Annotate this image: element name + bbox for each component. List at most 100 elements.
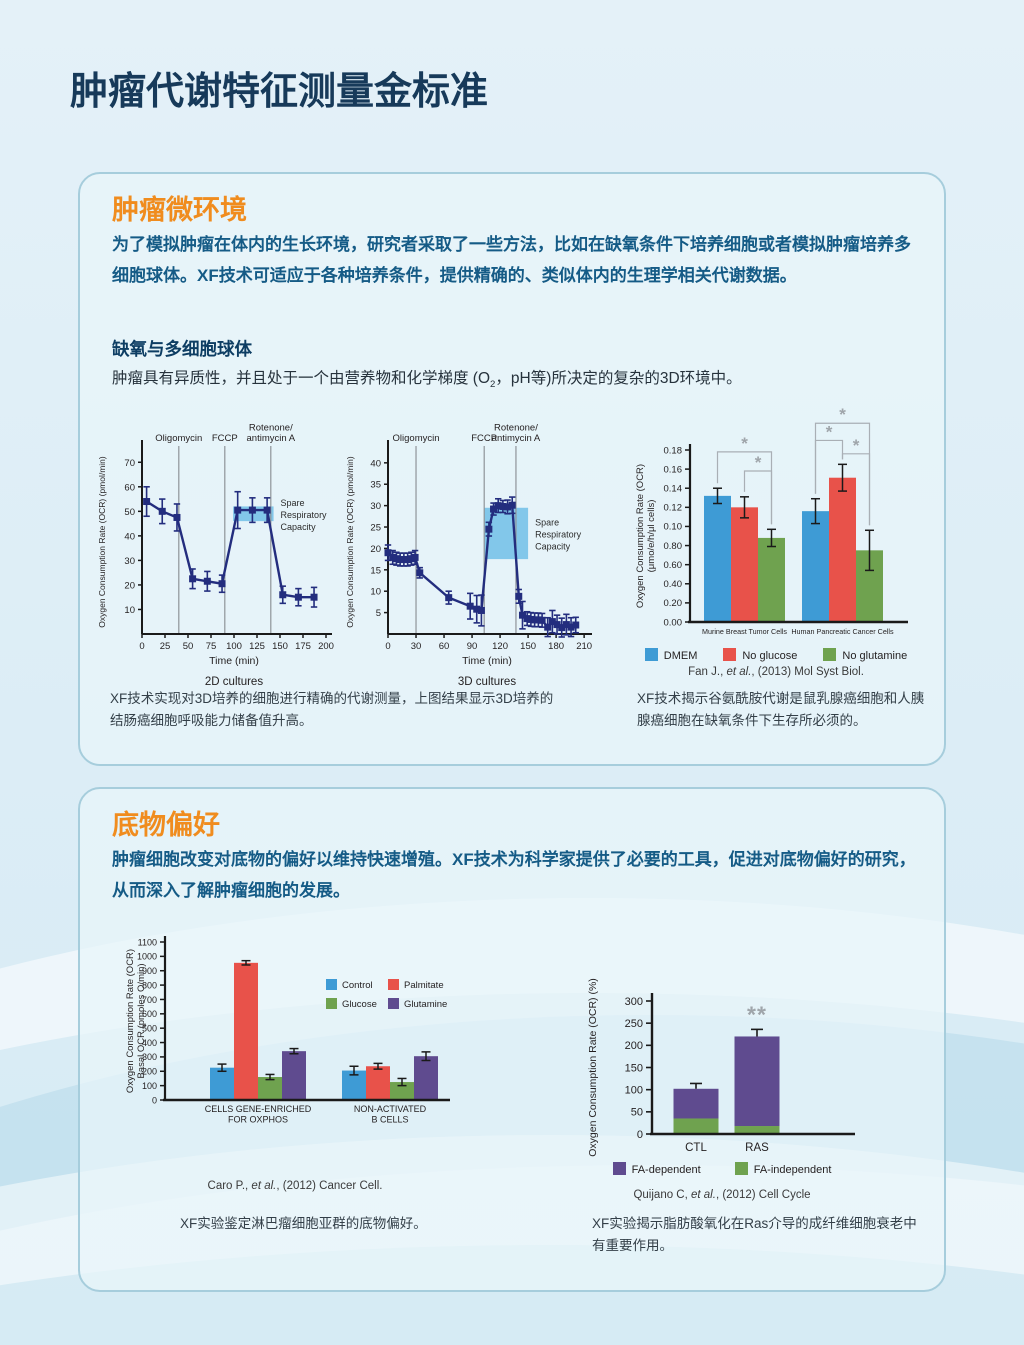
citation-etal: et al. <box>726 666 752 678</box>
svg-text:150: 150 <box>272 641 288 652</box>
svg-text:CTL: CTL <box>685 1142 707 1154</box>
svg-text:125: 125 <box>249 641 265 652</box>
svg-text:0.10: 0.10 <box>664 522 683 533</box>
svg-text:FOR OXPHOS: FOR OXPHOS <box>228 1115 288 1125</box>
legend-label: No glucose <box>742 650 798 662</box>
subtext-post: ，pH等)所决定的复杂的3D环境中。 <box>495 370 742 387</box>
svg-text:250: 250 <box>625 1018 643 1030</box>
citation-text: , (2012) Cell Cycle <box>715 1189 811 1201</box>
svg-text:15: 15 <box>370 565 381 576</box>
substrate-preference-card: 底物偏好 肿瘤细胞改变对底物的偏好以维持快速增殖。XF技术为科学家提供了必要的工… <box>78 787 946 1292</box>
legend-label: DMEM <box>663 650 698 662</box>
svg-text:200: 200 <box>318 641 334 652</box>
page-title: 肿瘤代谢特征测量金标准 <box>70 71 489 113</box>
substrate-chart-citation: Caro P., et al., (2012) Cancer Cell. <box>120 1180 470 1192</box>
legend-item: No glutamine <box>823 648 907 662</box>
svg-text:100: 100 <box>625 1084 643 1096</box>
svg-text:Oligomycin: Oligomycin <box>155 433 202 444</box>
svg-text:FCCP: FCCP <box>212 433 238 444</box>
citation-text: Caro P., <box>207 1180 252 1192</box>
bar-chart-substrate: CELLS GENE-ENRICHED FOR OXPHOS NON-ACTIVAT… <box>120 930 470 1210</box>
svg-text:0.20: 0.20 <box>664 598 683 609</box>
svg-text:*: * <box>826 422 833 441</box>
legend-item: DMEM <box>644 648 698 662</box>
svg-text:10: 10 <box>370 587 381 598</box>
svg-text:Respiratory: Respiratory <box>281 510 328 520</box>
svg-text:Spare: Spare <box>281 498 305 508</box>
svg-text:Glutamine: Glutamine <box>404 999 447 1010</box>
citation-text: Fan J., <box>688 666 727 678</box>
svg-text:0: 0 <box>152 1095 157 1105</box>
section2-intro: 肿瘤细胞改变对底物的偏好以维持快速增殖。XF技术为科学家提供了必要的工具，促进对… <box>112 850 916 900</box>
svg-text:Oxygen Consumption Rate (OCR): Oxygen Consumption Rate (OCR) (%) <box>587 978 599 1157</box>
svg-text:175: 175 <box>295 641 311 652</box>
legend-swatch <box>823 648 837 661</box>
svg-text:Oligomycin: Oligomycin <box>393 433 440 444</box>
line-chart-2d-svg: Oligomycin FCCP Rotenone/antimycin A 10 20 30… <box>97 423 334 689</box>
svg-text:Rotenone/: Rotenone/ <box>494 423 538 434</box>
svg-text:*: * <box>741 434 748 453</box>
svg-text:25: 25 <box>160 641 171 652</box>
svg-text:*: * <box>755 453 762 472</box>
caption-glutamine: XF技术揭示谷氨酰胺代谢是鼠乳腺癌细胞和人胰腺癌细胞在缺氧条件下生存所必须的。 <box>637 691 925 729</box>
svg-text:*: * <box>853 436 860 455</box>
svg-text:60: 60 <box>439 641 450 652</box>
subtext-subscript: 2 <box>490 379 496 391</box>
citation-etal: et al. <box>691 1189 716 1201</box>
svg-text:600: 600 <box>142 1009 157 1019</box>
legend-item: FA-dependent <box>612 1162 701 1176</box>
legend-label: No glutamine <box>842 650 908 662</box>
svg-text:30: 30 <box>370 501 381 512</box>
svg-text:Basal OCR (pmoles O/min): Basal OCR (pmoles O/min) <box>136 963 147 1078</box>
svg-text:Oxygen Consumption Rate (OCR): Oxygen Consumption Rate (OCR) <box>125 949 136 1093</box>
svg-text:B CELLS: B CELLS <box>371 1115 408 1125</box>
section2-heading: 底物偏好 <box>112 810 220 840</box>
tumor-microenvironment-card: 肿瘤微环境 为了模拟肿瘤在体内的生长环境，研究者采取了一些方法，比如在缺氧条件下… <box>78 172 946 766</box>
svg-text:0.18: 0.18 <box>664 445 683 456</box>
subtext-pre: 肿瘤具有异质性，并且处于一个由营养物和化学梯度 (O <box>112 370 491 387</box>
hypoxia-chart-citation: Fan J., et al., (2013) Mol Syst Biol. <box>630 666 922 678</box>
svg-text:50: 50 <box>631 1107 643 1119</box>
svg-text:30: 30 <box>124 556 135 567</box>
svg-text:25: 25 <box>370 523 381 534</box>
svg-text:300: 300 <box>625 996 643 1008</box>
svg-text:180: 180 <box>548 641 564 652</box>
svg-text:0.00: 0.00 <box>664 617 683 628</box>
section1-heading: 肿瘤微环境 <box>112 195 247 225</box>
svg-text:200: 200 <box>142 1067 157 1077</box>
section1-subtext: 肿瘤具有异质性，并且处于一个由营养物和化学梯度 (O2，pH等)所决定的复杂的3… <box>112 366 918 390</box>
svg-text:3D cultures: 3D cultures <box>458 676 516 688</box>
svg-text:50: 50 <box>124 507 135 518</box>
svg-text:CELLS GENE-ENRICHED: CELLS GENE-ENRICHED <box>205 1104 312 1114</box>
hypoxia-chart-legend: DMEM No glucose No glutamine <box>630 648 922 662</box>
svg-text:100: 100 <box>142 1081 157 1091</box>
line-chart-2d-cultures: Oligomycin FCCP Rotenone/antimycin A 10 20 30… <box>94 412 340 690</box>
svg-text:210: 210 <box>576 641 592 652</box>
svg-text:0: 0 <box>637 1129 643 1141</box>
caption-3d-culture: XF技术实现对3D培养的细胞进行精确的代谢测量，上图结果显示3D培养的结肠癌细胞… <box>110 691 554 729</box>
svg-text:20: 20 <box>124 580 135 591</box>
svg-text:0.80: 0.80 <box>664 541 683 552</box>
svg-text:0.60: 0.60 <box>664 560 683 571</box>
svg-text:150: 150 <box>625 1062 643 1074</box>
svg-text:NON-ACTIVATED: NON-ACTIVATED <box>354 1104 427 1114</box>
section1-subheading: 缺氧与多细胞球体 <box>112 339 252 359</box>
svg-text:0: 0 <box>385 641 390 652</box>
svg-text:1100: 1100 <box>138 937 157 947</box>
caption-fao-ras: XF实验揭示脂肪酸氧化在Ras介导的成纤维细胞衰老中有重要作用。 <box>592 1216 917 1254</box>
svg-text:Control: Control <box>342 980 373 991</box>
legend-swatch <box>723 648 737 661</box>
legend-swatch <box>734 1162 748 1175</box>
svg-text:30: 30 <box>411 641 422 652</box>
svg-text:Palmitate: Palmitate <box>404 980 444 991</box>
svg-text:700: 700 <box>142 995 157 1005</box>
legend-swatch <box>644 648 658 661</box>
svg-text:Oxygen Consumption Rate (OCR): Oxygen Consumption Rate (OCR) (pmol/min) <box>97 456 107 628</box>
legend-item: FA-independent <box>734 1162 831 1176</box>
svg-text:10: 10 <box>124 605 135 616</box>
legend-swatch <box>612 1162 626 1175</box>
svg-text:**: ** <box>747 1001 767 1027</box>
